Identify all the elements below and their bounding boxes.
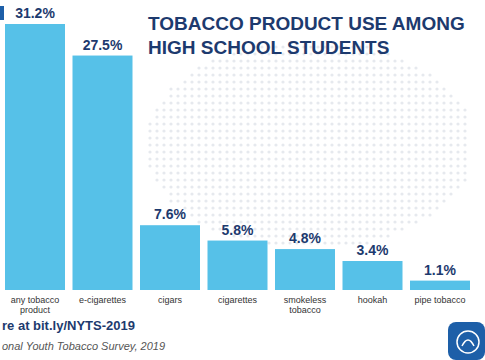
category-label: cigarettes — [218, 295, 258, 305]
labels: 31.2% any tobaccoproduct 27.5% e-cigarettes… — [11, 5, 466, 315]
bar — [343, 261, 403, 290]
data-label: 5.8% — [222, 222, 254, 238]
category-label: pipe tobacco — [414, 295, 465, 305]
data-label: 1.1% — [424, 262, 456, 278]
category-label: hookah — [358, 295, 388, 305]
bar — [140, 225, 200, 290]
chart: TOBACCO PRODUCT USE AMONGHIGH SCHOOL STU… — [0, 0, 485, 360]
bar — [5, 24, 65, 290]
data-label: 4.8% — [289, 230, 321, 246]
edge-tab — [0, 6, 4, 20]
data-label: 7.6% — [154, 206, 186, 222]
data-label: 31.2% — [15, 5, 55, 21]
bar — [73, 56, 133, 290]
bar — [410, 281, 470, 290]
data-label: 27.5% — [83, 37, 123, 53]
data-label: 3.4% — [357, 242, 389, 258]
logo — [448, 322, 485, 360]
bar — [275, 249, 335, 290]
category-label: e-cigarettes — [79, 295, 127, 305]
bar — [208, 241, 268, 290]
category-label: cigars — [158, 295, 183, 305]
category-label: smokelesstobacco — [284, 295, 327, 315]
category-label: any tobaccoproduct — [11, 295, 60, 315]
title: TOBACCO PRODUCT USE AMONGHIGH SCHOOL STU… — [148, 13, 465, 58]
background-dots — [148, 45, 466, 244]
source-note: onal Youth Tobacco Survey, 2019 — [2, 340, 165, 352]
annotation: re at bit.ly/NYTS-2019 — [2, 318, 135, 333]
bars — [5, 24, 470, 290]
